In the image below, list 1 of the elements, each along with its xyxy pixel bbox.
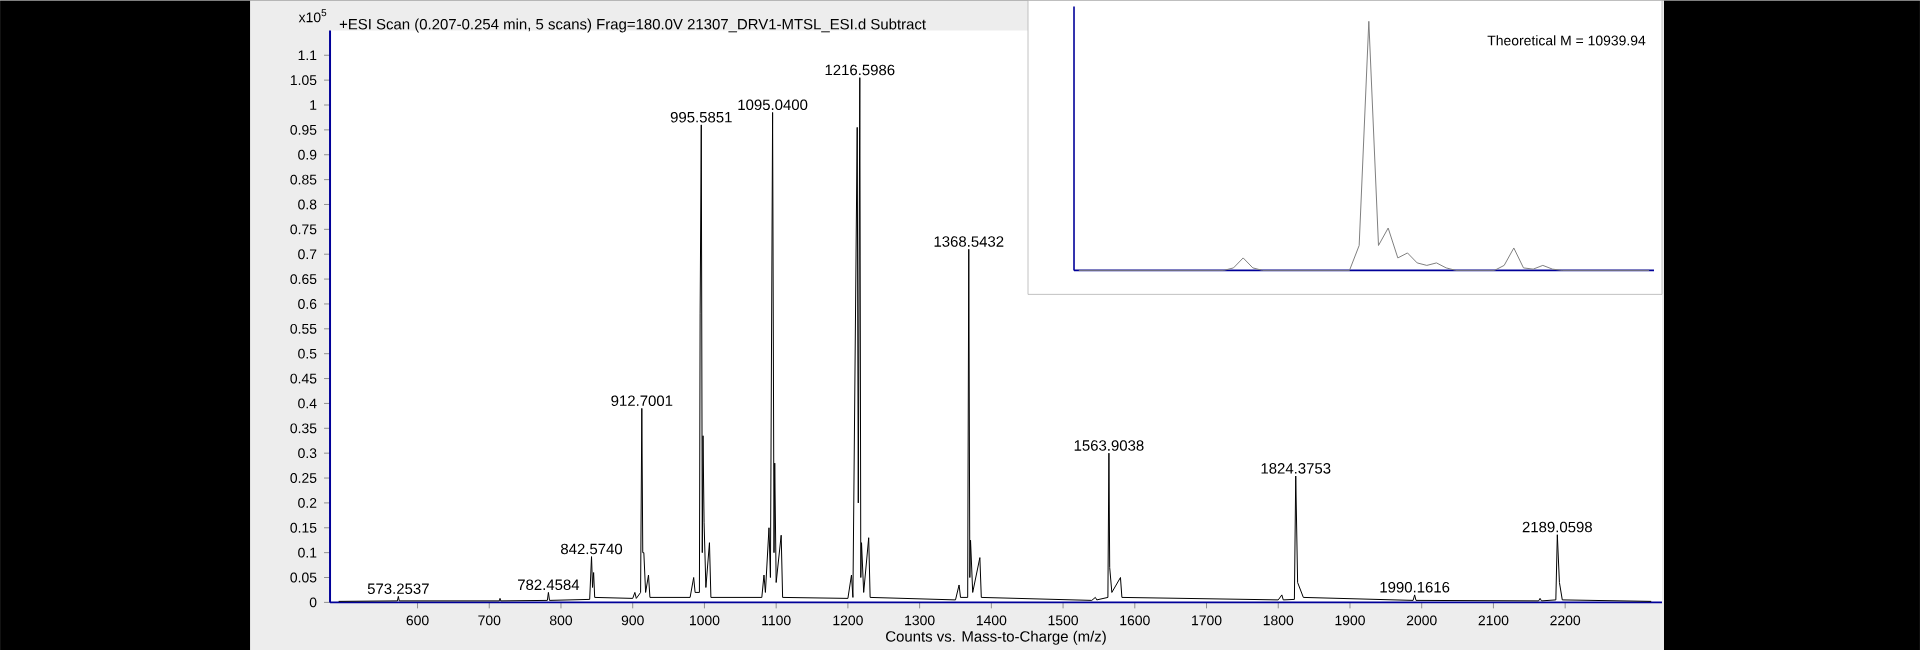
- line-series: [338, 76, 1652, 602]
